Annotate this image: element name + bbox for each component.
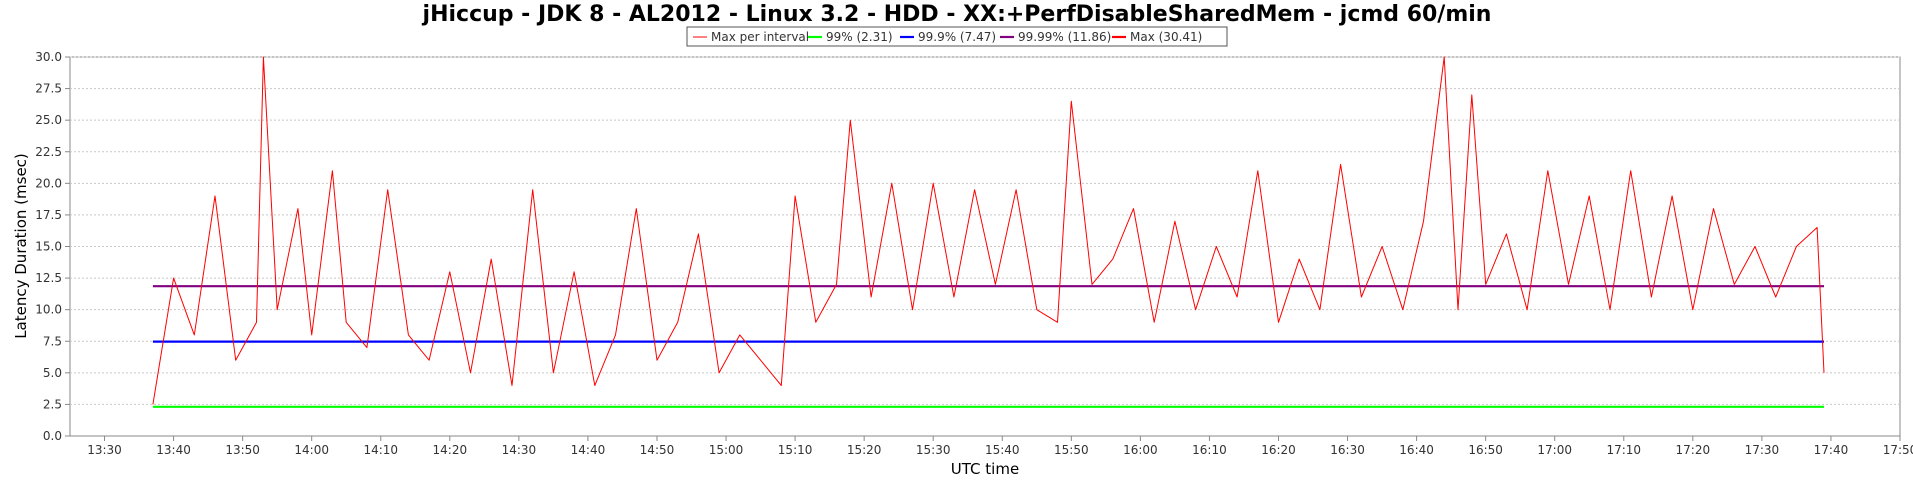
- x-tick-label: 14:50: [640, 443, 675, 457]
- y-tick-label: 15.0: [35, 240, 62, 254]
- x-tick-label: 15:40: [985, 443, 1020, 457]
- x-tick-label: 17:10: [1606, 443, 1641, 457]
- x-tick-label: 15:30: [916, 443, 951, 457]
- x-tick-label: 17:30: [1745, 443, 1780, 457]
- x-tick-label: 15:20: [847, 443, 882, 457]
- chart-title: jHiccup - JDK 8 - AL2012 - Linux 3.2 - H…: [422, 2, 1492, 27]
- legend-box: [686, 26, 1228, 47]
- x-tick-label: 14:30: [502, 443, 537, 457]
- x-tick-label: 16:10: [1192, 443, 1227, 457]
- y-axis-label: Latency Duration (msec): [12, 153, 30, 339]
- x-tick-label: 16:50: [1468, 443, 1503, 457]
- x-tick-label: 17:20: [1676, 443, 1711, 457]
- y-tick-label: 25.0: [35, 113, 62, 127]
- chart-legend: Max per interval 99% (2.31) 99.9% (7.47) 99…: [686, 26, 1228, 47]
- y-tick-label: 7.5: [43, 334, 62, 348]
- legend-label-4: Max (30.41): [1130, 30, 1202, 44]
- x-tick-label: 13:40: [156, 443, 191, 457]
- x-tick-label: 15:00: [709, 443, 744, 457]
- x-tick-label: 14:40: [571, 443, 606, 457]
- y-tick-label: 5.0: [43, 366, 62, 380]
- x-tick-label: 13:50: [225, 443, 260, 457]
- x-tick-label: 17:00: [1537, 443, 1572, 457]
- y-tick-label: 30.0: [35, 50, 62, 64]
- x-tick-label: 13:30: [87, 443, 122, 457]
- series-line-0: [152, 56, 1825, 405]
- x-tick-label: 16:00: [1123, 443, 1158, 457]
- x-tick-label: 15:50: [1054, 443, 1089, 457]
- legend-label-1: 99% (2.31): [826, 30, 893, 44]
- y-tick-label: 12.5: [35, 271, 62, 285]
- x-tick-label: 16:20: [1261, 443, 1296, 457]
- y-tick-label: 22.5: [35, 145, 62, 159]
- x-axis-label: UTC time: [951, 460, 1019, 478]
- x-tick-label: 17:50: [1883, 443, 1913, 457]
- y-axis-ticks: 0.0 2.5 5.0 7.5 10.0 12.5 15.0 17.5 20.0 22.5 25.0…: [35, 50, 70, 443]
- legend-label-2: 99.9% (7.47): [918, 30, 996, 44]
- legend-label-0: Max per interval: [711, 30, 809, 44]
- x-tick-label: 14:20: [433, 443, 468, 457]
- x-tick-label: 14:00: [294, 443, 329, 457]
- legend-label-3: 99.99% (11.86): [1018, 30, 1111, 44]
- y-tick-label: 17.5: [35, 208, 62, 222]
- x-tick-label: 14:10: [363, 443, 398, 457]
- series-layer: [152, 56, 1825, 408]
- x-tick-label: 16:40: [1399, 443, 1434, 457]
- plot-area: [69, 56, 1901, 437]
- x-tick-label: 15:10: [778, 443, 813, 457]
- y-tick-label: 2.5: [43, 397, 62, 411]
- x-tick-label: 16:30: [1330, 443, 1365, 457]
- y-tick-label: 27.5: [35, 82, 62, 96]
- y-tick-label: 10.0: [35, 303, 62, 317]
- x-tick-label: 17:40: [1814, 443, 1849, 457]
- y-tick-label: 20.0: [35, 176, 62, 190]
- x-axis-ticks: 13:30 13:40 13:50 14:00 14:10 14:20 14:30 14:40…: [87, 436, 1913, 457]
- y-tick-label: 0.0: [43, 429, 62, 443]
